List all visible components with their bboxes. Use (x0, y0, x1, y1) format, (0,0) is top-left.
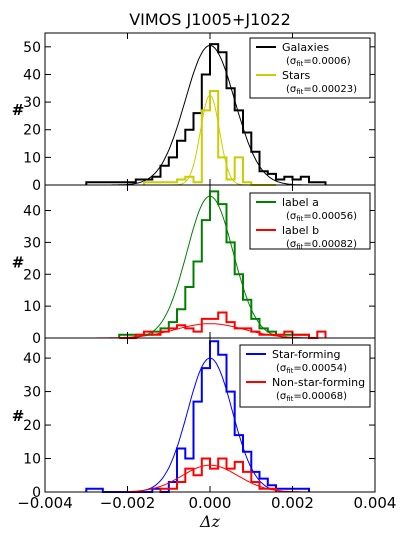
y-tick-label: 20 (23, 123, 41, 139)
legend: Galaxies (σfit=0.0006)Stars (σfit=0.00023) (249, 37, 371, 99)
y-axis-label: # (12, 407, 25, 425)
legend-sigma: (σfit=0.00054) (276, 363, 347, 375)
y-tick-label: 50 (23, 40, 41, 56)
x-tick-label: −0.004 (17, 494, 73, 512)
panel-2: 0 10 20 30 40 # label a (σfit=0.00056)label b (σ… (12, 184, 376, 347)
y-tick-label: 0 (32, 485, 41, 501)
y-tick-label: 30 (23, 235, 41, 251)
histogram-stars (143, 90, 276, 186)
legend-box (239, 344, 371, 408)
y-tick-label: 10 (23, 150, 41, 166)
legend: label a (σfit=0.00056)label b (σfit=0.0008… (249, 192, 371, 251)
legend-label: Star-forming (272, 348, 340, 361)
legend-label: label a (282, 196, 319, 209)
histogram-non-star-forming (159, 457, 277, 492)
x-tick-label: 0.000 (189, 494, 232, 512)
legend-label: Stars (282, 69, 311, 82)
x-tick-labels: −0.004 −0.002 0.000 0.002 0.004 (17, 494, 396, 512)
legend-label: Non-star-forming (272, 376, 365, 389)
y-tick-label: 0 (32, 178, 41, 194)
legend-sigma: (σfit=0.00068) (276, 391, 347, 403)
panel-3: 0 10 20 30 40 # Star-forming (σfit=0.00054)Non-… (12, 337, 376, 501)
legend-sigma: (σfit=0.00082) (286, 239, 357, 251)
legend-sigma: (σfit=0.00056) (286, 211, 357, 223)
y-axis-label: # (12, 101, 25, 119)
legend-sigma: (σfit=0.00023) (286, 84, 357, 96)
y-tick-label: 40 (23, 67, 41, 83)
panel-1: 0 10 20 30 40 50 # Galaxies (σfit=0.0006)Stars (σ… (12, 32, 376, 194)
legend-label: Galaxies (282, 41, 329, 54)
y-tick-label: 20 (23, 418, 41, 434)
legend-sigma: (σfit=0.0006) (286, 56, 351, 68)
y-tick-label: 30 (23, 95, 41, 111)
y-tick-label: 10 (23, 452, 41, 468)
y-tick-label: 0 (32, 331, 41, 347)
y-tick-label: 40 (23, 204, 41, 220)
y-axis-label: # (12, 254, 25, 272)
x-axis-label: Δz (199, 512, 221, 531)
y-tick-label: 20 (23, 267, 41, 283)
histogram-galaxies (85, 43, 327, 185)
histogram-label-a (118, 190, 310, 338)
y-tick-label: 40 (23, 351, 41, 367)
y-tick-label: 10 (23, 299, 41, 315)
x-tick-label: 0.002 (271, 494, 314, 512)
x-tick-label: 0.004 (354, 494, 397, 512)
legend: Star-forming (σfit=0.00054)Non-star-formi… (239, 344, 371, 408)
chart-title: VIMOS J1005+J1022 (129, 10, 291, 29)
legend-label: label b (282, 224, 319, 237)
y-tick-label: 30 (23, 385, 41, 401)
x-tick-label: −0.002 (100, 494, 156, 512)
